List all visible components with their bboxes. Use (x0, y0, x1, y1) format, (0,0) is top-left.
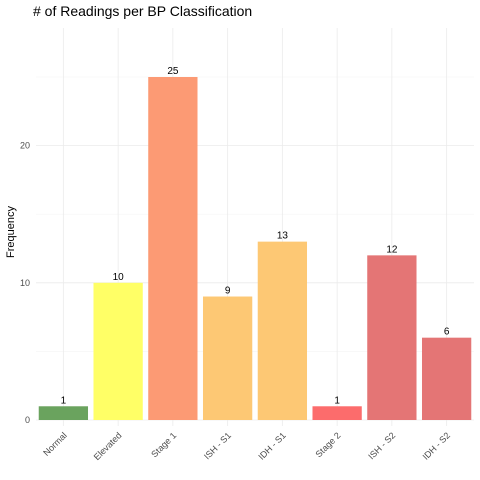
data-label: 13 (277, 231, 289, 242)
data-label: 9 (225, 286, 231, 297)
bars (38, 77, 472, 420)
data-label: 1 (61, 395, 67, 406)
bar-stage-2 (312, 406, 362, 420)
x-tick-label: IDH - S1 (256, 430, 287, 461)
data-label: 1 (334, 395, 340, 406)
data-label: 25 (167, 66, 179, 77)
x-tick-label: Stage 2 (314, 430, 343, 459)
x-tick-label: IDH - S2 (421, 430, 452, 461)
y-axis-title: Frequency (5, 206, 17, 258)
bar-ish-s1 (202, 296, 253, 420)
x-tick-label: ISH - S1 (202, 430, 233, 461)
data-labels: 1 10 25 9 13 1 12 6 (61, 66, 450, 406)
y-tick-label: 20 (20, 141, 30, 151)
x-axis-ticks: Normal Elevated Stage 1 ISH - S1 IDH - S1 Sta… (41, 430, 452, 462)
data-label: 6 (444, 327, 450, 338)
y-tick-label: 0 (25, 415, 30, 425)
x-tick-label: ISH - S2 (366, 430, 397, 461)
data-label: 12 (386, 244, 398, 255)
data-label: 10 (113, 272, 125, 283)
x-tick-label: Elevated (92, 430, 124, 462)
chart-title: # of Readings per BP Classification (33, 3, 252, 19)
bar-idh-s1 (257, 241, 308, 420)
bar-normal (38, 406, 89, 420)
x-tick-label: Stage 1 (149, 430, 178, 459)
y-tick-label: 10 (20, 278, 30, 288)
bar-idh-s2 (421, 337, 472, 420)
x-tick-label: Normal (41, 430, 69, 458)
bar-ish-s2 (367, 255, 417, 420)
bar-stage-1 (148, 77, 198, 420)
y-axis-ticks: 0 10 20 (20, 141, 30, 425)
bar-elevated (93, 282, 143, 420)
